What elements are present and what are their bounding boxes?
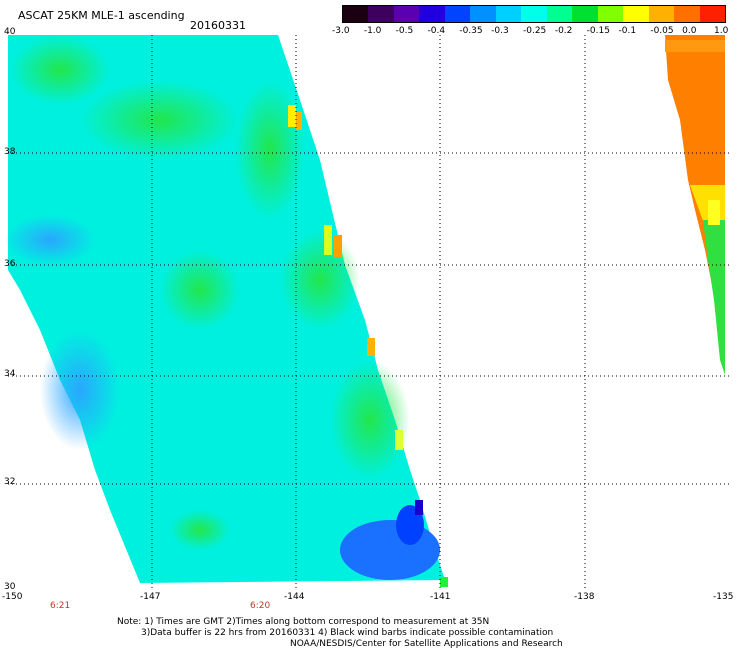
lat-label: 40	[4, 27, 16, 37]
swath-right	[665, 35, 725, 375]
lat-lon-grid	[8, 35, 732, 590]
note-line-2: 3)Data buffer is 22 hrs from 20160331 4)…	[141, 628, 554, 638]
colorbar-label: -3.0	[332, 26, 350, 36]
colorbar-swatch	[393, 6, 420, 22]
lat-label: 36	[4, 259, 16, 269]
colorbar-label: 1.0	[714, 26, 729, 36]
lon-label: -138	[574, 592, 595, 602]
colorbar-label: -0.35	[459, 26, 483, 36]
colorbar-swatch	[470, 6, 496, 22]
map-date: 20160331	[190, 19, 246, 32]
time-label: 6:21	[50, 601, 71, 611]
colorbar-swatch	[368, 6, 394, 22]
note-line-3: NOAA/NESDIS/Center for Satellite Applica…	[290, 639, 563, 649]
colorbar-swatch	[597, 6, 624, 22]
lon-label: -147	[140, 592, 161, 602]
colorbar-swatch	[699, 6, 726, 22]
lat-label: 38	[4, 147, 16, 157]
colorbar-label: -0.1	[618, 26, 637, 36]
lon-label: -141	[430, 592, 451, 602]
colorbar-swatch	[623, 6, 649, 22]
colorbar-swatch	[521, 6, 547, 22]
colorbar-label: -0.2	[554, 26, 573, 36]
colorbar-label: -1.0	[363, 26, 382, 36]
lon-label: -135	[713, 592, 734, 602]
colorbar-label: -0.15	[586, 26, 610, 36]
colorbar-swatch	[419, 6, 445, 22]
colorbar-label: -0.4	[427, 26, 446, 36]
colorbar-swatch	[495, 6, 522, 22]
colorbar-label: -0.05	[650, 26, 674, 36]
lat-label: 32	[4, 477, 16, 487]
colorbar-swatch	[444, 6, 471, 22]
colorbar-swatch	[546, 6, 573, 22]
colorbar-swatch	[343, 6, 369, 22]
colorbar-label: -0.25	[523, 26, 547, 36]
colorbar-swatch	[648, 6, 675, 22]
colorbar-swatch	[674, 6, 700, 22]
colorbar	[342, 5, 726, 23]
colorbar-label: 0.0	[682, 26, 697, 36]
colorbar-swatch	[572, 6, 598, 22]
lat-label: 30	[4, 582, 16, 592]
time-label: 6:20	[250, 601, 271, 611]
map-title: ASCAT 25KM MLE-1 ascending	[18, 9, 185, 22]
colorbar-label: -0.5	[395, 26, 414, 36]
swath-left	[5, 35, 448, 587]
lon-label: -144	[284, 592, 305, 602]
colorbar-label: -0.3	[491, 26, 509, 36]
lon-label: -150	[2, 592, 23, 602]
note-line-1: Note: 1) Times are GMT 2)Times along bot…	[117, 617, 490, 627]
lat-label: 34	[4, 369, 16, 379]
